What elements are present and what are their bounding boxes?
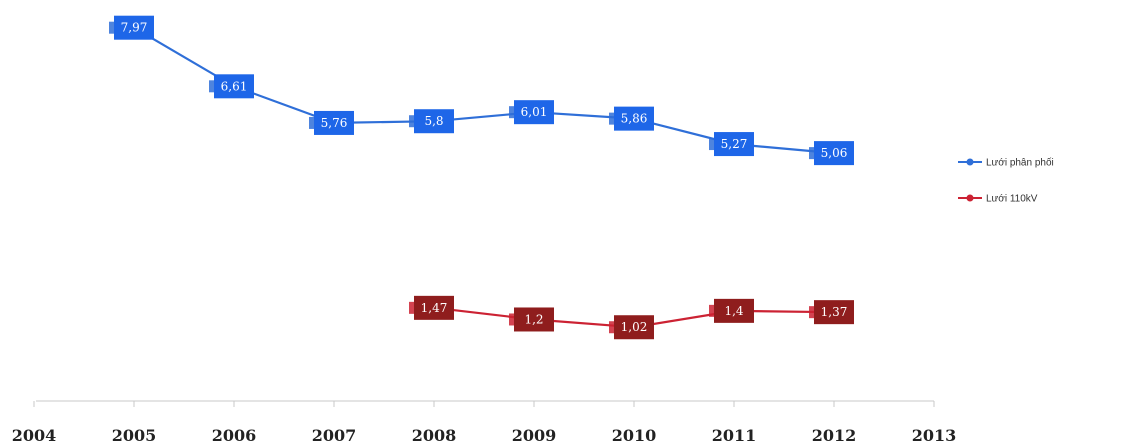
x-tick-label: 2005 bbox=[112, 426, 157, 445]
x-axis-ticks: 2004 2005 2006 2007 2008 2009 2010 2011 2012 2013 bbox=[12, 401, 957, 445]
data-point-marker bbox=[709, 138, 718, 151]
series-0: 7,97 6,61 5,76 5,8 6,01 5,86 5,27 5,06 bbox=[109, 15, 854, 166]
x-tick-label: 2013 bbox=[912, 426, 957, 445]
data-label: 6,01 bbox=[521, 105, 548, 119]
series-1: 1,47 1,2 1,02 1,4 1,37 bbox=[409, 295, 854, 340]
data-point-marker bbox=[409, 115, 418, 128]
data-label-box bbox=[814, 141, 854, 166]
data-point-marker bbox=[509, 106, 518, 119]
data-point-marker bbox=[609, 321, 618, 334]
x-tick-label: 2010 bbox=[612, 426, 657, 445]
data-label-box bbox=[614, 106, 654, 131]
x-tick-label: 2004 bbox=[12, 426, 57, 445]
x-tick-label: 2008 bbox=[412, 426, 457, 445]
data-point-marker bbox=[609, 112, 618, 125]
data-point-marker bbox=[109, 21, 118, 34]
data-point-marker bbox=[809, 147, 818, 160]
data-point-marker bbox=[409, 301, 418, 314]
data-point-marker bbox=[809, 306, 818, 319]
data-point-marker bbox=[709, 304, 718, 317]
legend-label: Lưới 110kV bbox=[986, 194, 1038, 205]
data-label-box bbox=[414, 109, 454, 134]
data-point-marker bbox=[509, 313, 518, 326]
data-label: 5,06 bbox=[821, 146, 848, 160]
legend-label: Lưới phân phối bbox=[986, 157, 1054, 169]
data-label-box bbox=[714, 132, 754, 157]
data-label-box bbox=[714, 298, 754, 323]
data-label-box bbox=[514, 100, 554, 125]
data-point-marker bbox=[209, 80, 218, 93]
x-tick-label: 2012 bbox=[812, 426, 857, 445]
data-label: 1,47 bbox=[421, 301, 448, 315]
data-label-box bbox=[814, 300, 854, 325]
data-label-box bbox=[114, 15, 154, 40]
x-tick-label: 2011 bbox=[712, 426, 757, 445]
data-label-box bbox=[514, 307, 554, 332]
series-layer: 7,976,615,76 5,86,01 5,865,275,061,471,21,… bbox=[109, 15, 854, 340]
data-label: 5,76 bbox=[321, 116, 348, 130]
legend-marker bbox=[966, 158, 974, 166]
legend-item-1: Lưới 110kV bbox=[958, 194, 1038, 205]
data-label: 1,02 bbox=[621, 320, 648, 334]
data-label: 1,37 bbox=[821, 305, 848, 319]
x-tick-label: 2007 bbox=[312, 426, 357, 445]
data-label: 5,8 bbox=[424, 114, 443, 128]
data-point-marker bbox=[309, 116, 318, 129]
data-label-box bbox=[314, 110, 354, 135]
legend: Lưới phân phối Lưới 110kV bbox=[958, 157, 1054, 205]
data-label: 1,4 bbox=[724, 304, 743, 318]
data-label-box bbox=[614, 315, 654, 340]
data-label: 5,27 bbox=[721, 137, 748, 151]
data-label: 7,97 bbox=[121, 21, 148, 35]
data-label: 5,86 bbox=[621, 112, 648, 126]
data-label: 1,2 bbox=[524, 312, 543, 326]
data-label-box bbox=[414, 295, 454, 320]
legend-item-0: Lưới phân phối bbox=[958, 157, 1054, 169]
data-label-box bbox=[214, 74, 254, 99]
x-tick-label: 2006 bbox=[212, 426, 257, 445]
data-label: 6,61 bbox=[221, 79, 248, 93]
x-tick-label: 2009 bbox=[512, 426, 557, 445]
legend-marker bbox=[966, 194, 974, 202]
